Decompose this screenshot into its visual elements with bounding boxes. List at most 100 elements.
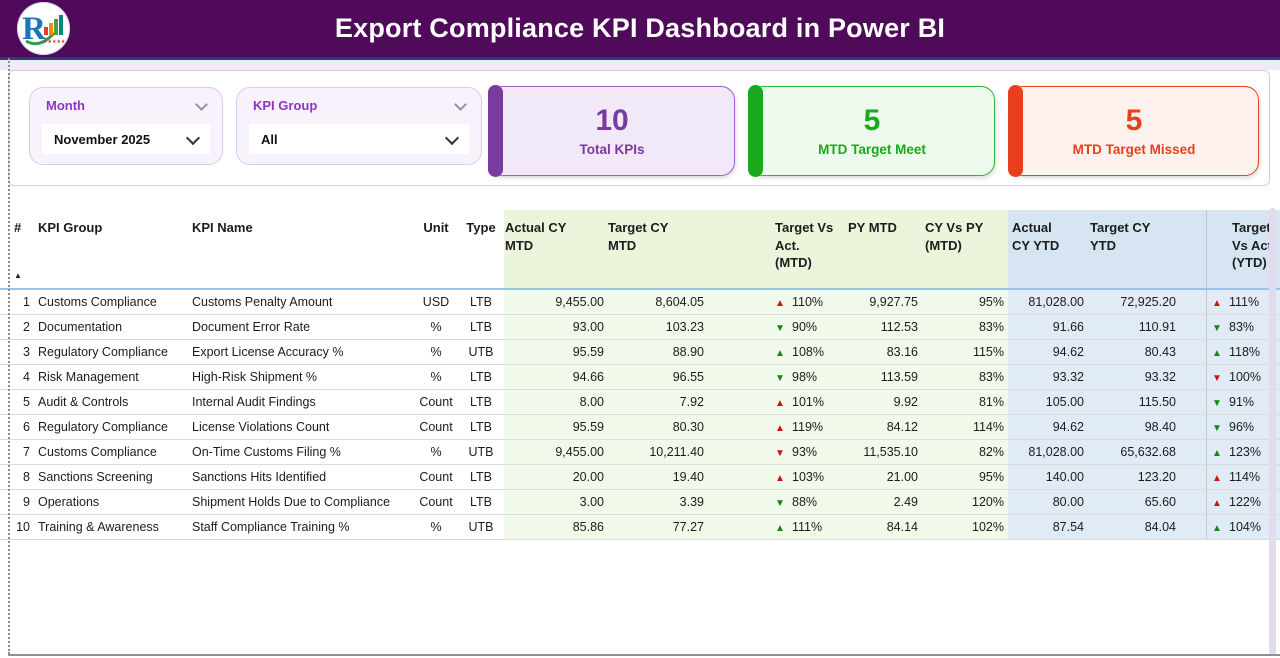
table-row[interactable]: 9 Operations Shipment Holds Due to Compl… [0, 490, 1280, 515]
cell-actual-cy-mtd: 95.59 [572, 420, 604, 434]
col-header-actual-cy-mtd[interactable]: Actual CY MTD [505, 220, 567, 253]
chevron-down-icon[interactable] [454, 97, 467, 111]
month-slicer: Month November 2025 [29, 87, 223, 165]
trend-arrow-icon: ▼ [1212, 323, 1222, 334]
col-header-type[interactable]: Type [466, 220, 496, 235]
month-dropdown[interactable]: November 2025 [42, 124, 210, 154]
cell-type: UTB [468, 445, 494, 459]
cell-actual-cy-ytd: 93.32 [1052, 370, 1084, 384]
cell-ytd-pct: 104% [1229, 520, 1261, 534]
logo: R ★★★★★ [17, 2, 70, 55]
cell-ytd-pct: 96% [1229, 420, 1255, 434]
cell-py-mtd: 112.53 [880, 320, 918, 334]
cell-target-cy-ytd: 98.40 [1144, 420, 1176, 434]
chevron-down-icon[interactable] [195, 97, 208, 111]
mtd-section-bg [504, 290, 1008, 540]
cell-ytd-pct: 114% [1229, 470, 1261, 484]
cell-unit: % [430, 345, 442, 359]
table-row[interactable]: 4 Risk Management High-Risk Shipment % %… [0, 365, 1280, 390]
card-accent-bar [488, 85, 503, 177]
kpi-group-dropdown[interactable]: All [249, 124, 469, 154]
cell-kpi-group: Customs Compliance [38, 445, 157, 459]
cell-mtd-pct: 88% [792, 495, 818, 509]
col-header-num[interactable]: # [14, 220, 22, 235]
cell-mtd-pct: 103% [792, 470, 824, 484]
cell-target-vs-act-ytd: ▲ 111% [1176, 290, 1280, 314]
cell-target-cy-ytd: 84.04 [1144, 520, 1176, 534]
col-header-unit[interactable]: Unit [423, 220, 449, 235]
cell-kpi-name: Export License Accuracy % [192, 345, 344, 359]
kpi-group-dropdown-value: All [261, 131, 278, 147]
table-row[interactable]: 2 Documentation Document Error Rate % LT… [0, 315, 1280, 340]
col-header-py-mtd[interactable]: PY MTD [848, 220, 897, 235]
cell-actual-cy-ytd: 81,028.00 [1028, 445, 1084, 459]
trend-arrow-icon: ▲ [775, 473, 785, 484]
cell-target-vs-act-mtd: ▲ 103% [704, 465, 844, 489]
cell-target-vs-act-mtd: ▼ 93% [704, 440, 844, 464]
table-row[interactable]: 6 Regulatory Compliance License Violatio… [0, 415, 1280, 440]
filter-panel: Month November 2025 KPI Group All 10 Tot… [8, 70, 1270, 186]
col-header-actual-cy-ytd[interactable]: Actual CY YTD [1012, 220, 1060, 253]
cell-target-vs-act-mtd: ▲ 108% [704, 340, 844, 364]
trend-arrow-icon: ▲ [1212, 473, 1222, 484]
cell-kpi-name: Sanctions Hits Identified [192, 470, 327, 484]
table-row[interactable]: 3 Regulatory Compliance Export License A… [0, 340, 1280, 365]
col-header-target-vs-act-mtd[interactable]: Target Vs Act. (MTD) [775, 220, 834, 271]
cell-target-cy-mtd: 3.39 [679, 495, 704, 509]
cell-actual-cy-ytd: 94.62 [1052, 420, 1084, 434]
cell-kpi-group: Sanctions Screening [38, 470, 153, 484]
cell-type: LTB [470, 320, 492, 334]
cell-unit: Count [419, 470, 453, 484]
svg-text:★★★★★: ★★★★★ [43, 39, 66, 45]
table-row[interactable]: 10 Training & Awareness Staff Compliance… [0, 515, 1280, 540]
col-header-kpi-group[interactable]: KPI Group [38, 220, 103, 235]
cell-py-mtd: 9.92 [893, 395, 918, 409]
cell-actual-cy-mtd: 95.59 [572, 345, 604, 359]
table-row[interactable]: 1 Customs Compliance Customs Penalty Amo… [0, 290, 1280, 315]
cell-num: 9 [23, 495, 30, 509]
month-dropdown-value: November 2025 [54, 131, 151, 147]
card-accent-bar [748, 85, 763, 177]
trend-arrow-icon: ▲ [1212, 498, 1222, 509]
cell-ytd-pct: 83% [1229, 320, 1255, 334]
ytd-section-header-bg [1008, 210, 1280, 290]
trend-arrow-icon: ▼ [1212, 398, 1222, 409]
col-header-target-vs-act-ytd[interactable]: Target Vs Act (YTD) [1232, 220, 1272, 271]
cell-num: 6 [23, 420, 30, 434]
table-rows: 1 Customs Compliance Customs Penalty Amo… [0, 290, 1280, 540]
cell-type: LTB [470, 370, 492, 384]
trend-arrow-icon: ▼ [775, 373, 785, 384]
cell-kpi-group: Customs Compliance [38, 295, 157, 309]
col-header-cy-vs-py-mtd[interactable]: CY Vs PY (MTD) [925, 220, 984, 253]
col-header-kpi-name[interactable]: KPI Name [192, 220, 253, 235]
table-row[interactable]: 8 Sanctions Screening Sanctions Hits Ide… [0, 465, 1280, 490]
trend-arrow-icon: ▲ [1212, 348, 1222, 359]
trend-arrow-icon: ▲ [1212, 448, 1222, 459]
cell-num: 4 [23, 370, 30, 384]
trend-arrow-icon: ▲ [775, 348, 785, 359]
cell-actual-cy-ytd: 94.62 [1052, 345, 1084, 359]
cell-actual-cy-ytd: 81,028.00 [1028, 295, 1084, 309]
table-row[interactable]: 5 Audit & Controls Internal Audit Findin… [0, 390, 1280, 415]
table-row[interactable]: 7 Customs Compliance On-Time Customs Fil… [0, 440, 1280, 465]
mtd-target-meet-value: 5 [863, 103, 881, 137]
cell-target-vs-act-ytd: ▲ 122% [1176, 490, 1280, 514]
col-header-target-cy-ytd[interactable]: Target CY YTD [1090, 220, 1151, 253]
table-scrollbar[interactable] [1269, 208, 1276, 655]
cell-target-cy-mtd: 103.23 [665, 320, 704, 334]
cell-target-cy-ytd: 110.91 [1138, 320, 1176, 334]
mtd-target-meet-label: MTD Target Meet [818, 142, 926, 158]
cell-mtd-pct: 98% [792, 370, 818, 384]
cell-kpi-name: Customs Penalty Amount [192, 295, 333, 309]
cell-kpi-group: Documentation [38, 320, 123, 334]
mtd-target-missed-card: 5 MTD Target Missed [1008, 85, 1259, 177]
cell-py-mtd: 84.14 [886, 520, 918, 534]
cell-kpi-name: Shipment Holds Due to Compliance [192, 495, 391, 509]
cell-type: LTB [470, 395, 492, 409]
cell-kpi-group: Operations [38, 495, 100, 509]
cell-target-vs-act-mtd: ▼ 88% [704, 490, 844, 514]
kpi-group-slicer: KPI Group All [236, 87, 482, 165]
col-header-target-cy-mtd[interactable]: Target CY MTD [608, 220, 669, 253]
sort-ascending-icon[interactable]: ▲ [14, 271, 22, 280]
cell-kpi-name: Staff Compliance Training % [192, 520, 350, 534]
